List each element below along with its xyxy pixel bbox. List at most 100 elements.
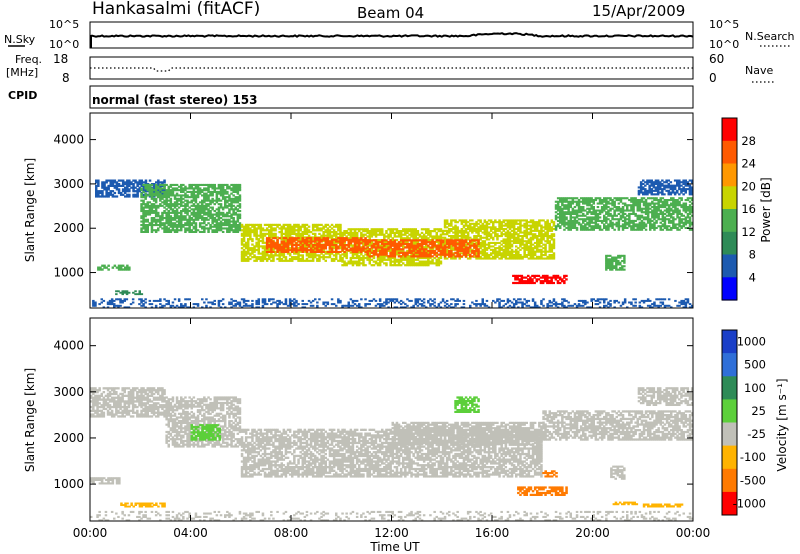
data-cell: [355, 231, 359, 234]
data-cell: [533, 233, 537, 236]
data-cell: [234, 199, 237, 202]
data-cell: [492, 299, 495, 302]
data-cell: [659, 304, 662, 307]
data-cell: [554, 206, 558, 209]
data-cell: [169, 201, 173, 204]
data-cell: [205, 306, 208, 309]
data-cell: [437, 264, 441, 267]
data-cell: [494, 248, 497, 251]
data-cell: [626, 223, 629, 226]
data-cell: [217, 225, 221, 228]
data-cell: [278, 256, 281, 259]
data-cell: [332, 232, 336, 235]
data-cell: [542, 235, 545, 238]
data-cell: [215, 194, 219, 197]
data-cell: [554, 301, 558, 304]
data-cell: [198, 211, 202, 214]
data-cell: [638, 209, 642, 212]
data-cell: [253, 248, 256, 252]
data-cell: [569, 228, 572, 231]
data-cell: [177, 224, 181, 227]
data-cell: [646, 206, 650, 209]
data-cell: [531, 298, 535, 301]
data-cell: [575, 306, 579, 309]
data-cell: [445, 303, 449, 306]
data-cell: [209, 227, 212, 230]
data-cell: [508, 224, 512, 227]
data-cell: [504, 303, 508, 306]
data-cell: [134, 195, 137, 198]
data-cell: [628, 218, 631, 221]
data-cell: [272, 257, 275, 261]
data-cell: [515, 241, 518, 244]
data-cell: [230, 301, 233, 304]
data-cell: [152, 194, 156, 197]
data-cell: [471, 248, 474, 251]
data-cell: [247, 238, 250, 241]
data-cell: [471, 219, 474, 222]
data-cell: [684, 306, 688, 309]
data-cell: [157, 192, 160, 195]
data-cell: [429, 256, 432, 260]
data-cell: [297, 254, 300, 257]
data-cell: [219, 306, 223, 309]
data-cell: [274, 227, 277, 230]
data-cell: [186, 187, 189, 190]
data-cell: [121, 190, 125, 193]
data-cell: [244, 259, 248, 262]
data-cell: [561, 219, 564, 222]
data-cell: [515, 301, 518, 304]
data-cell: [255, 231, 258, 234]
data-cell: [617, 219, 621, 222]
data-cell: [353, 262, 357, 265]
data-cell: [144, 192, 147, 195]
data-cell: [395, 239, 399, 242]
data-cell: [132, 179, 135, 182]
data-cell: [659, 212, 662, 215]
data-cell: [203, 230, 206, 233]
data-cell: [314, 225, 317, 228]
data-cell: [142, 208, 145, 211]
data-cell: [311, 229, 315, 232]
data-cell: [154, 199, 158, 202]
data-cell: [661, 223, 665, 226]
data-cell: [362, 228, 365, 231]
data-cell: [429, 298, 432, 301]
data-cell: [672, 211, 675, 214]
data-cell: [146, 203, 149, 206]
data-cell: [203, 208, 206, 211]
data-cell: [192, 187, 196, 190]
data-cell: [525, 241, 528, 244]
data-cell: [523, 298, 526, 301]
data-cell: [345, 264, 348, 267]
data-cell: [190, 190, 193, 193]
data-cell: [224, 206, 227, 209]
data-cell: [464, 221, 468, 224]
data-cell: [546, 304, 549, 307]
data-cell: [676, 209, 679, 212]
data-cell: [234, 303, 237, 306]
data-cell: [623, 219, 627, 222]
data-cell: [536, 243, 539, 246]
data-cell: [203, 189, 206, 192]
data-cell: [508, 241, 512, 244]
data-cell: [519, 228, 522, 231]
data-cell: [126, 181, 129, 184]
data-cell: [211, 183, 214, 186]
data-cell: [165, 192, 168, 195]
data-cell: [163, 230, 166, 233]
data-cell: [651, 306, 654, 309]
data-cell: [251, 304, 254, 307]
data-cell: [469, 250, 472, 253]
data-cell: [634, 199, 637, 202]
data-cell: [533, 245, 537, 248]
data-cell: [169, 199, 173, 202]
data-cell: [638, 304, 642, 307]
data-cell: [272, 229, 275, 232]
data-cell: [125, 293, 129, 296]
data-cell: [519, 254, 522, 257]
data-cell: [257, 238, 260, 241]
data-cell: [412, 230, 415, 233]
data-cell: [670, 306, 673, 309]
data-cell: [533, 236, 537, 239]
